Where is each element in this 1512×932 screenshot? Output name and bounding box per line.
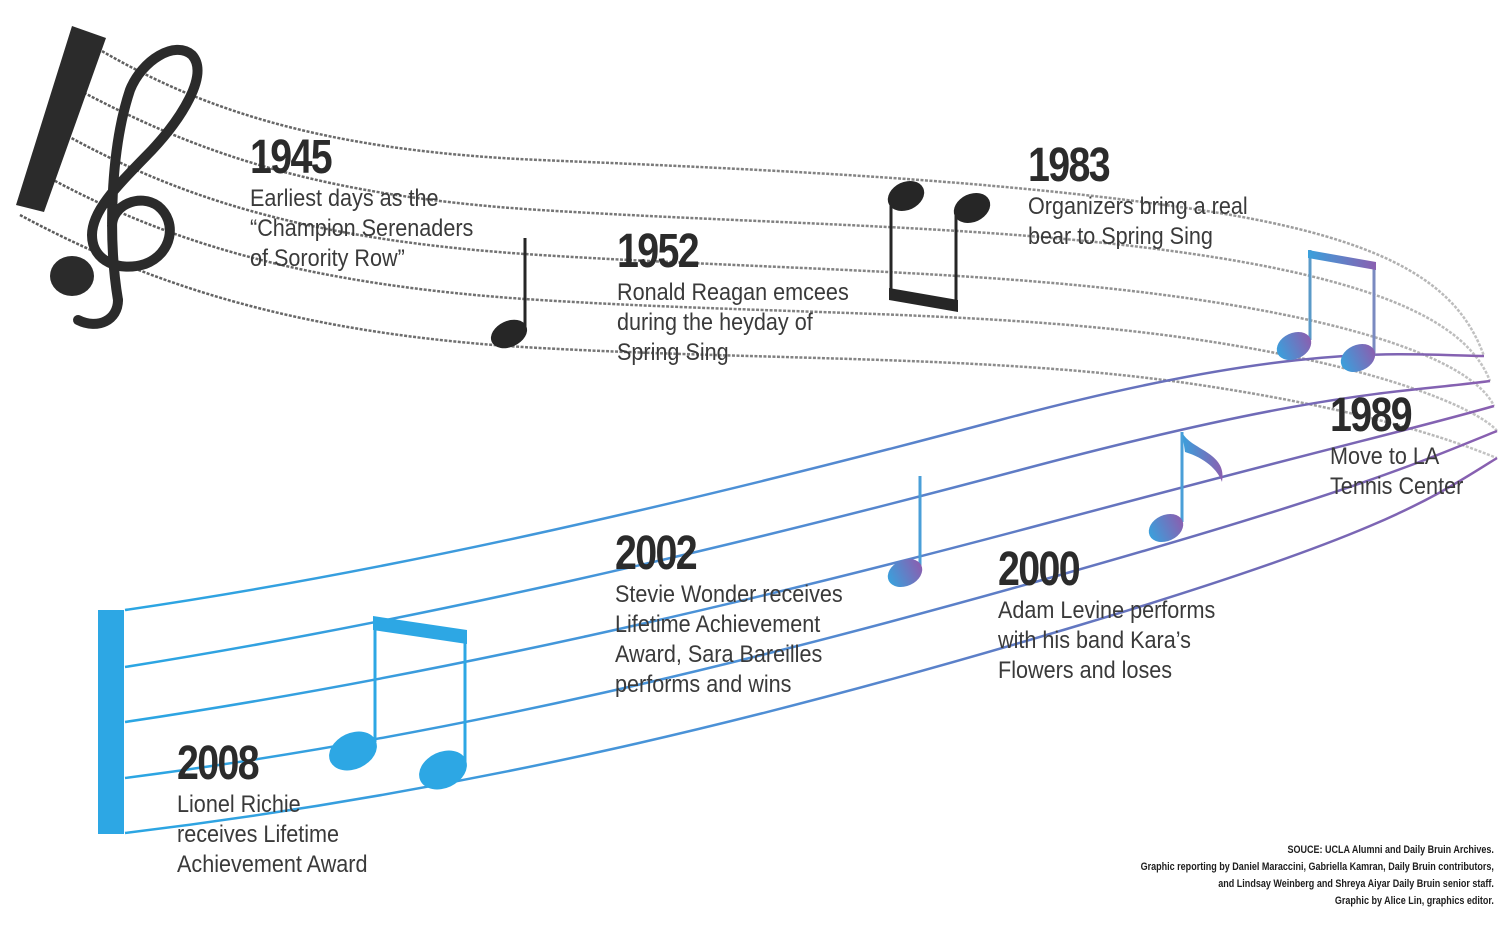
event-description: Adam Levine performs with his band Kara’… xyxy=(998,596,1215,686)
event-2000: 2000 Adam Levine performs with his band … xyxy=(998,546,1239,686)
event-line: Lifetime Achievement xyxy=(615,611,821,638)
event-year: 2002 xyxy=(615,527,698,580)
event-line: Earliest days as the xyxy=(250,185,439,212)
event-1952: 1952 Ronald Reagan emcees during the hey… xyxy=(617,228,875,368)
event-year: 1952 xyxy=(617,225,700,278)
event-1989: 1989 Move to LA Tennis Center xyxy=(1330,392,1478,502)
treble-clef-icon xyxy=(16,26,203,329)
event-description: Earliest days as the “Champion Serenader… xyxy=(250,184,473,274)
event-year: 1989 xyxy=(1330,389,1413,442)
event-line: Tennis Center xyxy=(1330,473,1464,500)
event-year: 1945 xyxy=(250,131,333,184)
blue-quarter-note-icon xyxy=(887,476,923,588)
eighth-note-icon xyxy=(1148,432,1223,543)
event-2002: 2002 Stevie Wonder receives Lifetime Ach… xyxy=(615,530,868,700)
upper-staff-line-4 xyxy=(34,168,1498,432)
beamed-eighth-notes-icon xyxy=(887,180,991,312)
event-2008: 2008 Lionel Richie receives Lifetime Ach… xyxy=(177,740,389,880)
event-description: Move to LA Tennis Center xyxy=(1330,442,1463,502)
event-line: Flowers and loses xyxy=(998,657,1173,684)
blue-beamed-notes-icon xyxy=(329,616,467,790)
credits-graphic: Graphic by Alice Lin, graphics editor. xyxy=(1334,895,1494,907)
event-line: during the heyday of xyxy=(617,309,813,336)
gradient-beamed-notes-icon xyxy=(1276,250,1376,373)
staff-bar xyxy=(98,610,124,834)
event-line: Achievement Award xyxy=(177,851,368,878)
event-line: with his band Kara’s xyxy=(998,627,1191,654)
event-description: Ronald Reagan emcees during the heyday o… xyxy=(617,278,849,368)
event-line: receives Lifetime xyxy=(177,821,340,848)
event-line: Spring Sing xyxy=(617,339,729,366)
credits-reporting-2: and Lindsay Weinberg and Shreya Aiyar Da… xyxy=(1218,878,1494,890)
event-line: Organizers bring a real xyxy=(1028,193,1248,220)
event-description: Organizers bring a real bear to Spring S… xyxy=(1028,192,1248,252)
upper-staff-line-2 xyxy=(59,78,1492,382)
upper-staff xyxy=(19,33,1498,460)
event-description: Lionel Richie receives Lifetime Achievem… xyxy=(177,790,368,880)
event-line: “Champion Serenaders xyxy=(250,215,474,242)
event-line: Award, Sara Bareilles xyxy=(615,641,823,668)
credits: SOUCE: UCLA Alumni and Daily Bruin Archi… xyxy=(1063,842,1494,910)
lower-staff-line-4 xyxy=(124,429,1498,780)
event-line: Lionel Richie xyxy=(177,791,301,818)
event-line: Stevie Wonder receives xyxy=(615,581,843,608)
credits-reporting-1: Graphic reporting by Daniel Maraccini, G… xyxy=(1140,861,1494,873)
event-line: performs and wins xyxy=(615,671,792,698)
lower-staff-line-2 xyxy=(124,379,1491,669)
upper-staff-line-5 xyxy=(19,213,1498,460)
event-year: 1983 xyxy=(1028,139,1111,192)
credits-source: SOUCE: UCLA Alumni and Daily Bruin Archi… xyxy=(1287,844,1494,856)
event-line: Move to LA xyxy=(1330,443,1440,470)
lower-staff-line-3 xyxy=(124,404,1495,724)
event-line: Adam Levine performs xyxy=(998,597,1216,624)
lower-staff-line-5 xyxy=(124,456,1498,835)
event-1945: 1945 Earliest days as the “Champion Sere… xyxy=(250,134,498,274)
event-line: Ronald Reagan emcees xyxy=(617,279,849,306)
event-1983: 1983 Organizers bring a real bear to Spr… xyxy=(1028,142,1272,252)
event-line: of Sorority Row” xyxy=(250,245,405,272)
event-line: bear to Spring Sing xyxy=(1028,223,1213,250)
event-year: 2000 xyxy=(998,543,1081,596)
quarter-note-icon xyxy=(490,238,528,349)
event-description: Stevie Wonder receives Lifetime Achievem… xyxy=(615,580,843,700)
event-year: 2008 xyxy=(177,737,260,790)
upper-staff-line-3 xyxy=(47,123,1496,407)
